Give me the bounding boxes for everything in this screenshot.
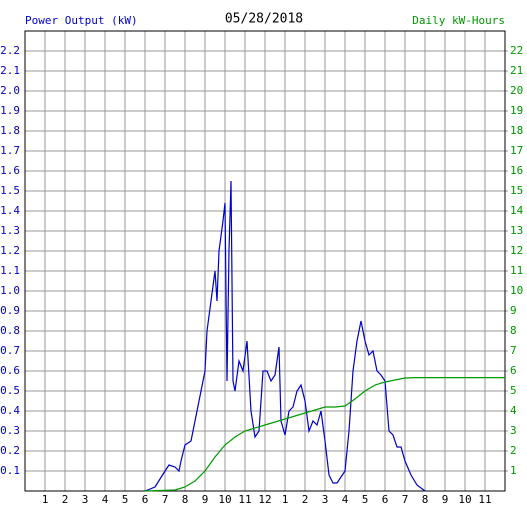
x-tick-label: 8 (182, 493, 189, 506)
y2-tick-label: 9 (510, 304, 517, 317)
x-tick-label: 5 (362, 493, 369, 506)
y-tick-label: 1.6 (0, 164, 20, 177)
y-tick-label: 0.4 (0, 404, 20, 417)
y2-tick-label: 15 (510, 184, 523, 197)
y2-tick-label: 10 (510, 284, 523, 297)
y-tick-label: 1.3 (0, 224, 20, 237)
y-tick-label: 1.0 (0, 284, 20, 297)
y-tick-label: 0.1 (0, 464, 20, 477)
x-tick-label: 9 (202, 493, 209, 506)
y2-tick-label: 6 (510, 364, 517, 377)
x-tick-label: 3 (322, 493, 329, 506)
x-tick-label: 11 (478, 493, 491, 506)
y-tick-label: 1.8 (0, 124, 20, 137)
x-tick-label: 8 (422, 493, 429, 506)
x-tick-label: 1 (42, 493, 49, 506)
y-tick-label: 1.5 (0, 184, 20, 197)
y2-tick-label: 5 (510, 384, 517, 397)
y-tick-label: 2.1 (0, 64, 20, 77)
y-tick-label: 1.1 (0, 264, 20, 277)
x-tick-label: 6 (142, 493, 149, 506)
x-tick-label: 9 (442, 493, 449, 506)
x-tick-label: 2 (302, 493, 309, 506)
y2-tick-label: 11 (510, 264, 523, 277)
x-tick-label: 4 (342, 493, 349, 506)
y2-tick-label: 2 (510, 444, 517, 457)
y-tick-label: 1.9 (0, 104, 20, 117)
y2-tick-label: 16 (510, 164, 523, 177)
y2-tick-label: 17 (510, 144, 523, 157)
y-tick-label: 0.7 (0, 344, 20, 357)
y2-tick-label: 3 (510, 424, 517, 437)
y2-tick-label: 19 (510, 104, 523, 117)
x-tick-label: 7 (402, 493, 409, 506)
y2-tick-label: 12 (510, 244, 523, 257)
y-tick-label: 0.6 (0, 364, 20, 377)
y2-tick-label: 1 (510, 464, 517, 477)
y-tick-label: 1.4 (0, 204, 20, 217)
plot-border (24, 30, 506, 492)
y-tick-label: 1.7 (0, 144, 20, 157)
y2-tick-label: 8 (510, 324, 517, 337)
y-tick-label: 0.8 (0, 324, 20, 337)
chart-title: 05/28/2018 (225, 12, 303, 27)
y-tick-label: 0.9 (0, 304, 20, 317)
y2-tick-label: 14 (510, 204, 524, 217)
y2-tick-label: 18 (510, 124, 523, 137)
x-tick-label: 11 (238, 493, 251, 506)
x-tick-label: 4 (102, 493, 109, 506)
y-axis-label: Power Output (kW) (25, 14, 138, 27)
x-tick-label: 10 (458, 493, 471, 506)
series-line (144, 377, 505, 492)
x-tick-label: 2 (62, 493, 69, 506)
y-tick-label: 0.2 (0, 444, 20, 457)
x-tick-label: 6 (382, 493, 389, 506)
y2-tick-label: 7 (510, 344, 517, 357)
y2-tick-label: 21 (510, 64, 523, 77)
y2-tick-label: 13 (510, 224, 523, 237)
y2-tick-label: 4 (510, 404, 517, 417)
x-tick-label: 1 (282, 493, 289, 506)
series-line (144, 180, 426, 492)
x-tick-label: 5 (122, 493, 129, 506)
y2-axis-label: Daily kW-Hours (412, 14, 505, 27)
x-tick-label: 3 (82, 493, 89, 506)
y-tick-label: 0.3 (0, 424, 20, 437)
y-tick-label: 2.2 (0, 44, 20, 57)
x-tick-label: 10 (218, 493, 231, 506)
y-tick-label: 1.2 (0, 244, 20, 257)
y-tick-label: 0.5 (0, 384, 20, 397)
x-tick-label: 7 (162, 493, 169, 506)
y-tick-label: 2.0 (0, 84, 20, 97)
x-tick-label: 12 (258, 493, 271, 506)
y2-tick-label: 20 (510, 84, 523, 97)
y2-tick-label: 22 (510, 44, 523, 57)
